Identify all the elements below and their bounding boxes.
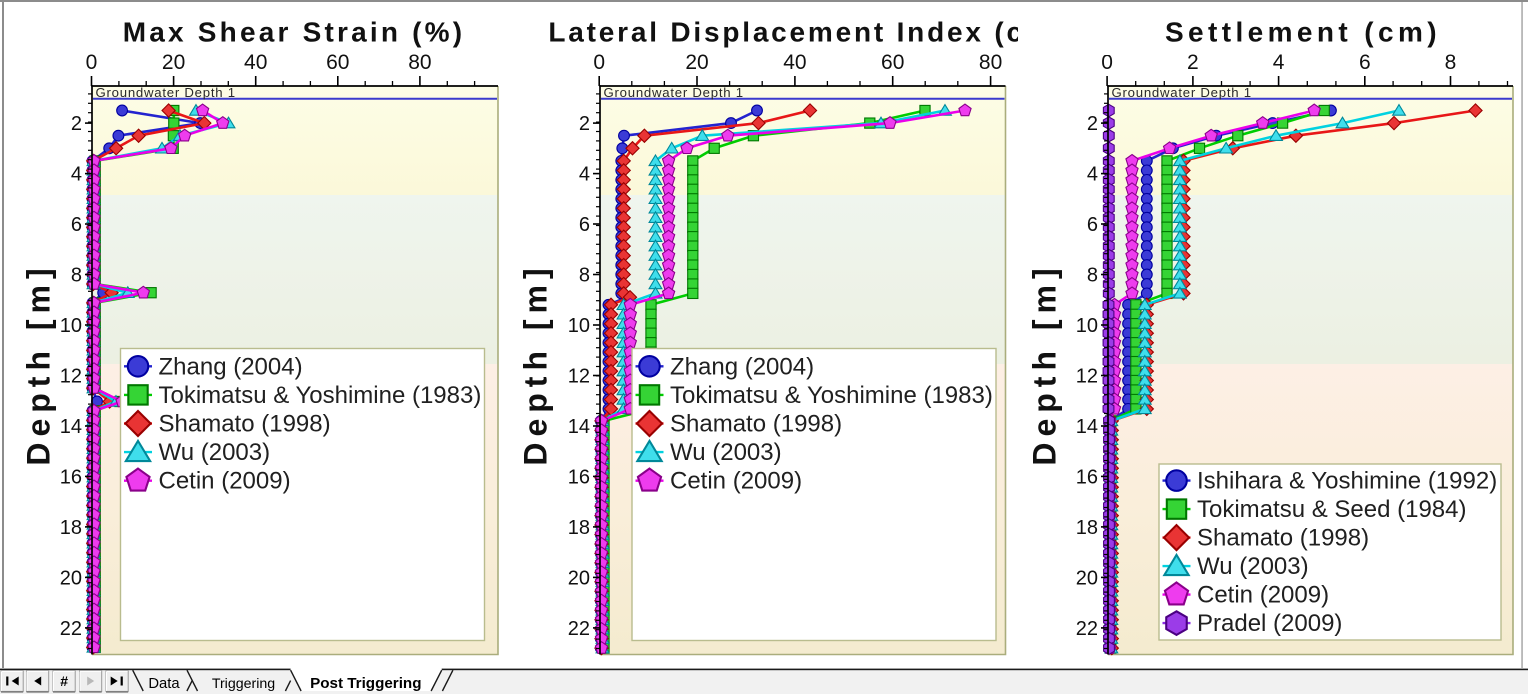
svg-text:80: 80 [979,51,1002,74]
svg-text:Ishihara & Yoshimine (1992): Ishihara & Yoshimine (1992) [1197,468,1497,495]
svg-text:0: 0 [1101,51,1113,74]
svg-text:60: 60 [326,51,349,74]
svg-text:40: 40 [244,51,267,74]
svg-text:2: 2 [1087,113,1098,135]
svg-text:14: 14 [568,416,590,438]
svg-text:Groundwater Depth 1: Groundwater Depth 1 [1112,85,1252,100]
svg-text:Pradel (2009): Pradel (2009) [1197,610,1342,637]
svg-text:22: 22 [568,618,590,640]
svg-text:8: 8 [579,265,590,287]
svg-text:Groundwater Depth 1: Groundwater Depth 1 [96,85,236,100]
svg-text:Cetin (2009): Cetin (2009) [1197,582,1329,609]
svg-text:18: 18 [1076,517,1098,539]
svg-text:Shamato (1998): Shamato (1998) [159,411,331,438]
svg-text:22: 22 [60,618,82,640]
svg-text:Cetin (2009): Cetin (2009) [670,468,802,495]
svg-text:2: 2 [71,113,82,135]
svg-text:8: 8 [71,265,82,287]
svg-text:6: 6 [579,214,590,236]
svg-text:Wu (2003): Wu (2003) [159,439,271,466]
svg-text:20: 20 [568,567,590,589]
svg-text:4: 4 [1273,51,1285,74]
svg-text:6: 6 [71,214,82,236]
svg-text:18: 18 [60,517,82,539]
svg-text:20: 20 [60,567,82,589]
svg-text:Lateral Displacement Index (cm: Lateral Displacement Index (cm) [548,16,1064,47]
svg-text:Triggering: Triggering [212,676,275,692]
svg-text:Tokimatsu & Seed (1984): Tokimatsu & Seed (1984) [1197,496,1466,523]
svg-text:60: 60 [881,51,904,74]
svg-text:Zhang (2004): Zhang (2004) [670,353,814,380]
svg-text:Groundwater Depth 1: Groundwater Depth 1 [604,85,744,100]
svg-text:Depth [m]: Depth [m] [517,262,553,465]
svg-text:6: 6 [1087,214,1098,236]
svg-text:12: 12 [60,366,82,388]
svg-text:Cetin (2009): Cetin (2009) [159,468,291,495]
svg-text:8: 8 [1445,51,1457,74]
svg-text:12: 12 [568,366,590,388]
svg-text:20: 20 [685,51,708,74]
svg-text:20: 20 [162,51,185,74]
svg-text:Depth [m]: Depth [m] [21,262,57,465]
svg-text:Zhang (2004): Zhang (2004) [159,353,303,380]
svg-text:Max Shear Strain (%): Max Shear Strain (%) [123,16,466,47]
svg-text:Tokimatsu & Yoshimine (1983): Tokimatsu & Yoshimine (1983) [159,382,482,409]
svg-text:0: 0 [593,51,605,74]
svg-text:Shamato (1998): Shamato (1998) [1197,525,1369,552]
svg-text:14: 14 [1076,416,1098,438]
svg-text:Depth [m]: Depth [m] [1026,262,1062,465]
svg-text:4: 4 [1087,164,1098,186]
svg-text:10: 10 [568,315,590,337]
svg-text:Shamato (1998): Shamato (1998) [670,411,842,438]
svg-text:4: 4 [71,164,82,186]
svg-text:Tokimatsu & Yoshimine (1983): Tokimatsu & Yoshimine (1983) [670,382,993,409]
svg-text:16: 16 [60,466,82,488]
svg-text:#: # [60,673,68,689]
svg-text:2: 2 [579,113,590,135]
svg-text:8: 8 [1087,265,1098,287]
svg-text:16: 16 [568,466,590,488]
svg-text:6: 6 [1359,51,1371,74]
svg-text:Wu (2003): Wu (2003) [1197,553,1309,580]
svg-text:12: 12 [1076,366,1098,388]
svg-text:Post Triggering: Post Triggering [310,675,421,692]
svg-text:Data: Data [148,676,180,692]
svg-text:0: 0 [86,51,98,74]
svg-text:14: 14 [60,416,82,438]
svg-text:Wu (2003): Wu (2003) [670,439,782,466]
svg-text:20: 20 [1076,567,1098,589]
svg-text:40: 40 [783,51,806,74]
svg-text:80: 80 [408,51,431,74]
svg-text:10: 10 [60,315,82,337]
svg-text:2: 2 [1187,51,1199,74]
svg-text:22: 22 [1076,618,1098,640]
svg-text:4: 4 [579,164,590,186]
svg-text:10: 10 [1076,315,1098,337]
svg-text:18: 18 [568,517,590,539]
svg-text:16: 16 [1076,466,1098,488]
svg-text:Settlement (cm): Settlement (cm) [1165,16,1441,47]
